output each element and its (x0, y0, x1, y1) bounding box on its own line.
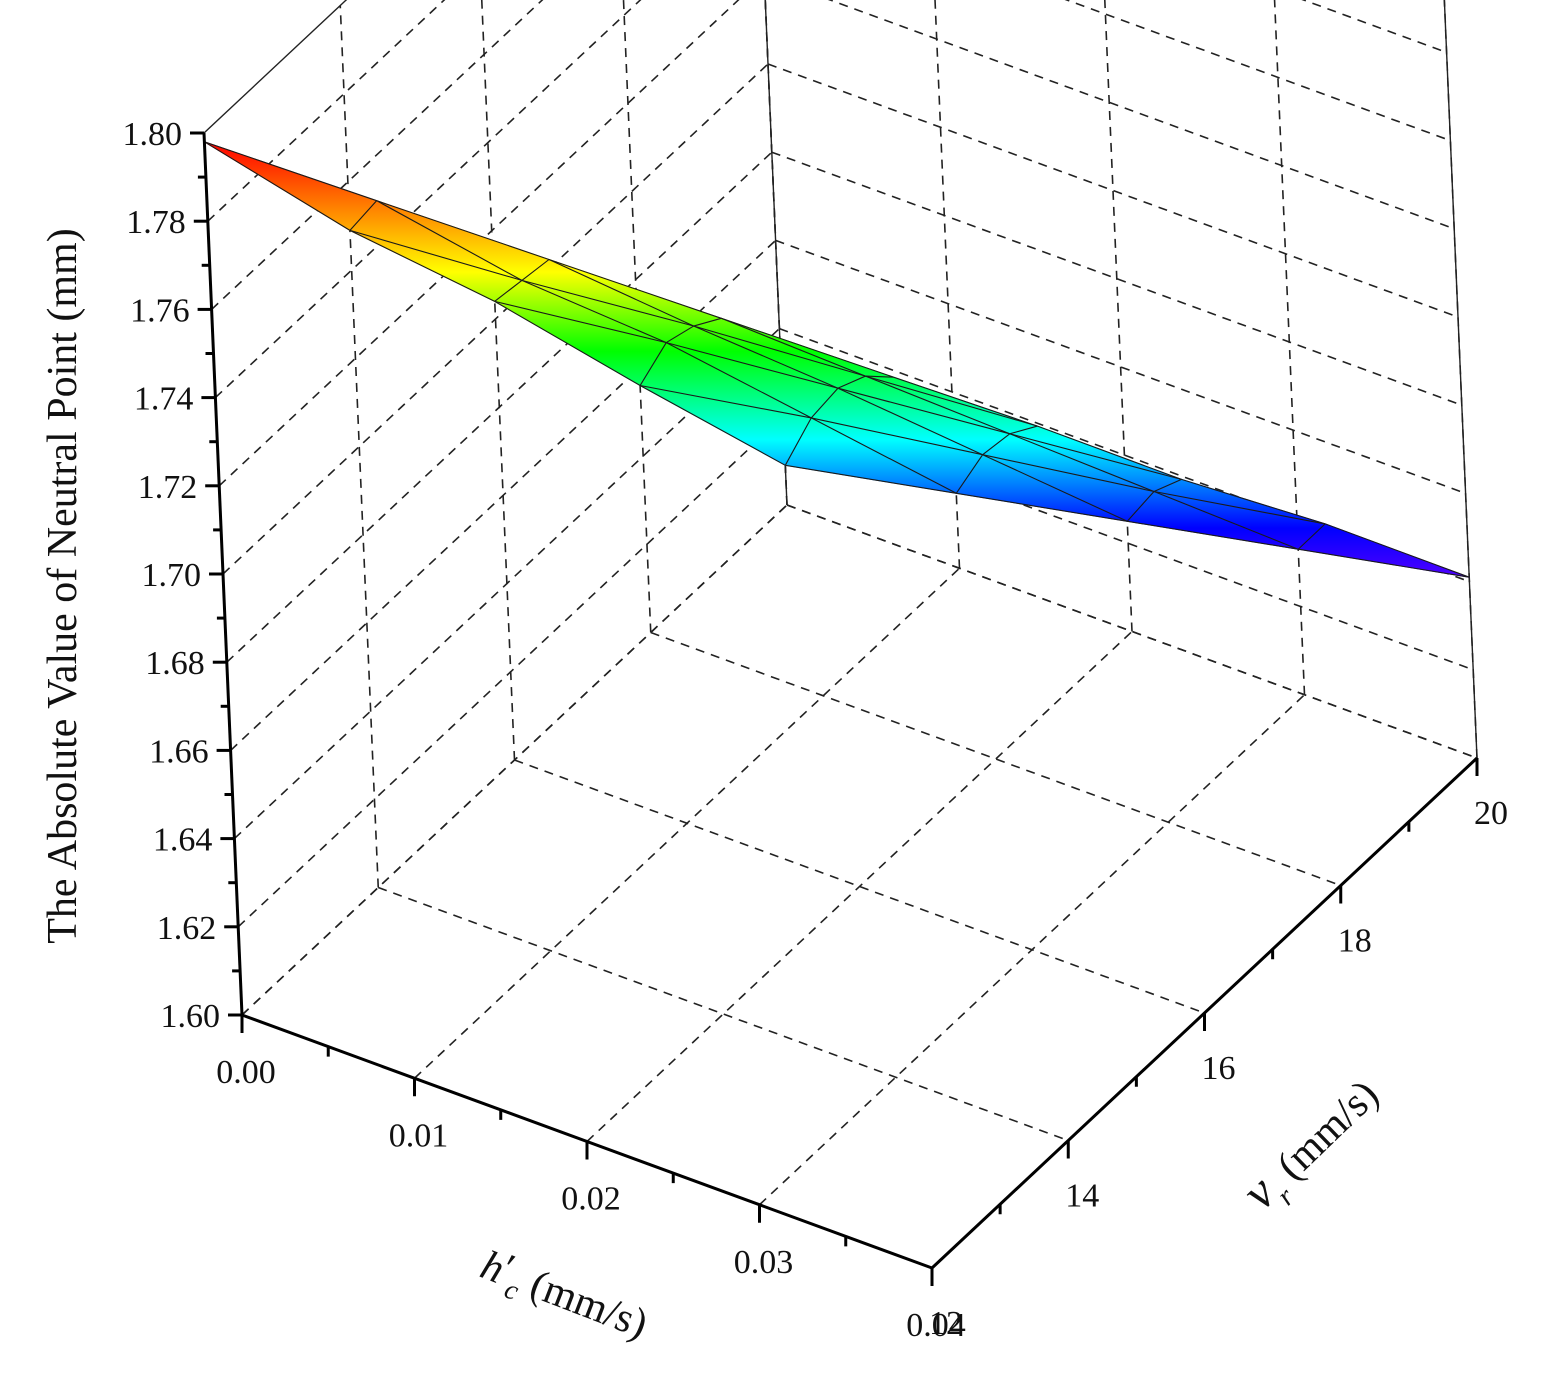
grid-line-back-y (339, 5, 380, 888)
z-axis-title: The Absolute Value of Neutral Point (mm) (40, 228, 86, 943)
x-tick-label: 0.00 (216, 1054, 276, 1091)
grid-line-side-x (1443, 0, 1478, 759)
grid-line-back-z (214, 0, 642, 399)
mesh-diagonal (521, 259, 550, 281)
grid-line-side-z (827, 0, 1455, 230)
surface-cell (204, 141, 523, 281)
y-tick-label: 14 (1065, 1178, 1099, 1215)
mesh-diagonal (1153, 478, 1182, 493)
mesh-diagonal (865, 375, 894, 378)
grid-line-floor-y (786, 504, 1478, 759)
grid-line-side-x (1273, 0, 1306, 695)
z-tick-label: 1.80 (123, 116, 183, 153)
x-tick-label: 0.01 (389, 1117, 449, 1154)
x-tick-label: 0.03 (734, 1244, 794, 1281)
grid-line-back-z (203, 0, 348, 134)
mesh-diagonal (494, 279, 523, 302)
z-tick-label: 1.72 (138, 469, 198, 506)
mesh-diagonal (666, 325, 694, 344)
z-tick-label: 1.62 (157, 910, 217, 947)
grid-line-back-z (222, 63, 769, 575)
grid-line-floor-y (377, 886, 1069, 1142)
mesh-diagonal (1126, 491, 1155, 522)
surface-cell (1153, 491, 1470, 578)
x-axis-title: h′c (mm/s) (472, 1239, 655, 1355)
z-tick-label: 1.76 (130, 292, 190, 329)
axis-layer: 1.60 1.62 1.64 1.66 1.68 1.70 1.72 1.74 1.76 1.78… (123, 116, 1509, 1344)
grid-line-floor-x (586, 630, 1133, 1143)
grid-layer (203, 0, 1478, 1269)
grid-line-floor-y (650, 631, 1342, 887)
grid-line-side-z (771, 151, 1463, 406)
y-tick-label: 18 (1338, 923, 1372, 960)
mesh-diagonal (955, 454, 984, 494)
grid-line-side-z (782, 416, 1474, 671)
z-tick-label: 1.66 (149, 733, 209, 770)
z-tick-label: 1.68 (145, 645, 205, 682)
z-tick-label: 1.78 (126, 204, 186, 241)
mesh-diagonal (1297, 523, 1326, 550)
x-tick-label: 0.04 (906, 1307, 966, 1344)
z-tick-label: 1.64 (153, 822, 213, 859)
mesh-diagonal (1009, 425, 1038, 435)
y-axis-title-unit: (mm/s) (1261, 1072, 1388, 1197)
mesh-diagonal (810, 387, 839, 419)
grid-line-floor-y (514, 759, 1205, 1014)
x-tick-label: 0.02 (561, 1181, 621, 1218)
surface-layer (204, 141, 1470, 578)
y-tick-label: 16 (1202, 1050, 1236, 1087)
z-tick-label: 1.74 (134, 381, 194, 418)
grid-line-back-y (480, 0, 516, 761)
grid-line-side-z (767, 63, 1459, 318)
grid-line-side-z (775, 239, 1466, 495)
frame-right-edge (1443, 0, 1478, 759)
y-tick-label: 12 (929, 1305, 963, 1342)
y-tick-label: 20 (1474, 795, 1508, 832)
y-axis-title: vr (mm/s) (1231, 1065, 1395, 1227)
mesh-diagonal (784, 417, 812, 466)
grid-line-side-z (1301, 0, 1447, 54)
z-tick-label: 1.60 (161, 998, 221, 1035)
grid-line-back-y (622, 0, 652, 633)
mesh-diagonal (639, 342, 667, 386)
grid-line-side-x (1103, 0, 1133, 632)
mesh-diagonal (349, 200, 378, 231)
mesh-diagonal (982, 433, 1011, 456)
mesh-line-col (204, 141, 786, 466)
z-tick-label: 1.70 (142, 557, 202, 594)
mesh-diagonal (693, 317, 722, 327)
grid-line-side-z (1064, 0, 1451, 142)
mesh-diagonal (837, 375, 866, 389)
x-axis-title-unit: (mm/s) (514, 1258, 654, 1348)
